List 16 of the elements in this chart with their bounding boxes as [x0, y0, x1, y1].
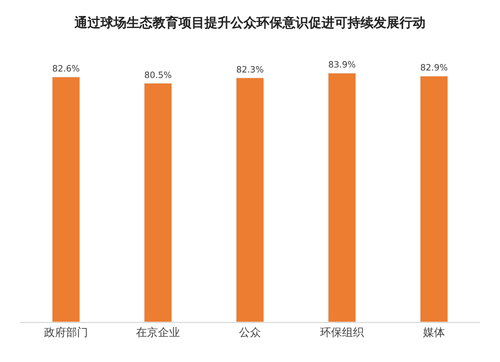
data-label: 82.3%	[236, 65, 264, 76]
chart-title: 通过球场生态教育项目提升公众环保意识促进可持续发展行动	[74, 15, 426, 32]
bar	[52, 76, 80, 322]
data-label: 80.5%	[144, 70, 172, 81]
x-tick-label: 政府部门	[44, 326, 88, 340]
x-tick-label: 环保组织	[320, 326, 364, 340]
bar	[420, 76, 448, 322]
bar	[144, 82, 172, 322]
bar	[236, 78, 264, 322]
data-label: 82.9%	[420, 64, 448, 74]
data-label: 83.9%	[328, 60, 356, 71]
data-label: 82.6%	[52, 64, 80, 75]
x-tick-label: 公众	[239, 326, 261, 340]
bar	[328, 72, 356, 322]
x-tick-label: 在京企业	[136, 326, 180, 340]
x-tick-label: 媒体	[423, 326, 445, 340]
